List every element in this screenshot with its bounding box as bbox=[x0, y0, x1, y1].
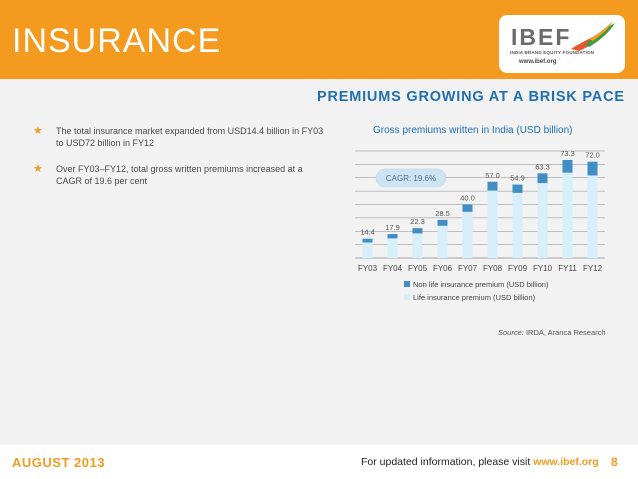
data-label: 28.5 bbox=[435, 209, 450, 218]
bar-nonlife-fy06 bbox=[437, 219, 448, 226]
x-tick-label: FY10 bbox=[533, 264, 553, 273]
cagr-label: CAGR: 19.6% bbox=[386, 174, 436, 183]
x-tick-label: FY07 bbox=[458, 264, 478, 273]
bullet-text: The total insurance market expanded from… bbox=[56, 126, 324, 148]
legend-swatch-life bbox=[404, 294, 410, 300]
header-bar: INSURANCE IBEF INDIA BRAND EQUITY FOUNDA… bbox=[0, 0, 638, 79]
bar-life-fy05 bbox=[412, 233, 423, 258]
data-label: 14.4 bbox=[360, 228, 375, 237]
bar-nonlife-fy12 bbox=[587, 161, 598, 176]
bird-icon bbox=[571, 21, 615, 51]
footer-url-link[interactable]: www.ibef.org bbox=[533, 456, 599, 468]
bar-life-fy07 bbox=[462, 211, 473, 258]
bar-nonlife-fy07 bbox=[462, 204, 473, 212]
content-area: PREMIUMS GROWING AT A BRISK PACE ★ The t… bbox=[0, 79, 638, 445]
x-tick-label: FY12 bbox=[583, 264, 603, 273]
data-label: 17.9 bbox=[385, 223, 400, 232]
bar-nonlife-fy09 bbox=[512, 184, 523, 193]
bar-nonlife-fy11 bbox=[562, 159, 573, 173]
x-tick-label: FY08 bbox=[483, 264, 503, 273]
data-label: 22.3 bbox=[410, 217, 425, 226]
bar-nonlife-fy10 bbox=[537, 173, 548, 184]
page-title: INSURANCE bbox=[12, 22, 222, 60]
page-number: 8 bbox=[611, 455, 618, 469]
star-icon: ★ bbox=[33, 125, 43, 137]
data-label: 40.0 bbox=[460, 194, 475, 203]
bullet-item: ★ Over FY03–FY12, total gross written pr… bbox=[33, 163, 328, 187]
x-tick-label: FY05 bbox=[408, 264, 428, 273]
x-tick-label: FY03 bbox=[358, 264, 378, 273]
data-label: 63.3 bbox=[535, 162, 550, 171]
data-label: 73.3 bbox=[560, 149, 575, 158]
bar-life-fy08 bbox=[487, 190, 498, 258]
source-text: IRDA, Aranca Research bbox=[523, 328, 606, 337]
bar-life-fy03 bbox=[362, 242, 373, 258]
x-tick-label: FY11 bbox=[558, 264, 577, 273]
x-tick-label: FY04 bbox=[383, 264, 403, 273]
source-label: Source: bbox=[498, 328, 524, 337]
bar-life-fy10 bbox=[537, 183, 548, 258]
footer-info: For updated information, please visit ww… bbox=[361, 456, 599, 468]
bullet-text: Over FY03–FY12, total gross written prem… bbox=[56, 164, 303, 186]
legend-swatch-nonlife bbox=[404, 281, 410, 287]
premiums-chart: 14.4 FY03 17.9 FY04 22.3 FY05 28.5 FY06 40.0 FY07… bbox=[355, 149, 605, 302]
star-icon: ★ bbox=[33, 163, 43, 175]
legend-nonlife-label: Non life insurance premium (USD billion) bbox=[413, 280, 549, 289]
source-note: Source: IRDA, Aranca Research bbox=[498, 328, 606, 337]
bar-life-fy09 bbox=[512, 192, 523, 258]
logo-name: IBEF bbox=[511, 24, 572, 50]
bar-life-fy11 bbox=[562, 172, 573, 258]
x-tick-label: FY09 bbox=[508, 264, 528, 273]
bar-nonlife-fy05 bbox=[412, 228, 423, 234]
legend-life-label: Life insurance premium (USD billion) bbox=[413, 293, 536, 302]
bar-life-fy04 bbox=[387, 238, 398, 258]
section-title: PREMIUMS GROWING AT A BRISK PACE bbox=[317, 89, 625, 105]
logo-url[interactable]: www.ibef.org bbox=[519, 59, 557, 65]
bar-nonlife-fy08 bbox=[487, 181, 498, 191]
data-label: 57.0 bbox=[485, 171, 500, 180]
ibef-logo[interactable]: IBEF INDIA BRAND EQUITY FOUNDATION www.i… bbox=[499, 15, 625, 73]
bar-nonlife-fy03 bbox=[362, 238, 373, 243]
bar-life-fy12 bbox=[587, 175, 598, 258]
x-tick-label: FY06 bbox=[433, 264, 453, 273]
cagr-badge bbox=[375, 168, 447, 188]
data-label: 72.0 bbox=[585, 151, 600, 160]
footer-bar: AUGUST 2013 For updated information, ple… bbox=[0, 445, 638, 479]
chart-title: Gross premiums written in India (USD bil… bbox=[373, 125, 573, 136]
data-label: 54.9 bbox=[510, 174, 525, 183]
logo-subtitle: INDIA BRAND EQUITY FOUNDATION bbox=[510, 50, 595, 55]
footer-date: AUGUST 2013 bbox=[12, 455, 105, 470]
bar-life-fy06 bbox=[437, 225, 448, 258]
bullet-item: ★ The total insurance market expanded fr… bbox=[33, 125, 328, 149]
bar-nonlife-fy04 bbox=[387, 234, 398, 239]
footer-info-text: For updated information, please visit bbox=[361, 456, 534, 468]
